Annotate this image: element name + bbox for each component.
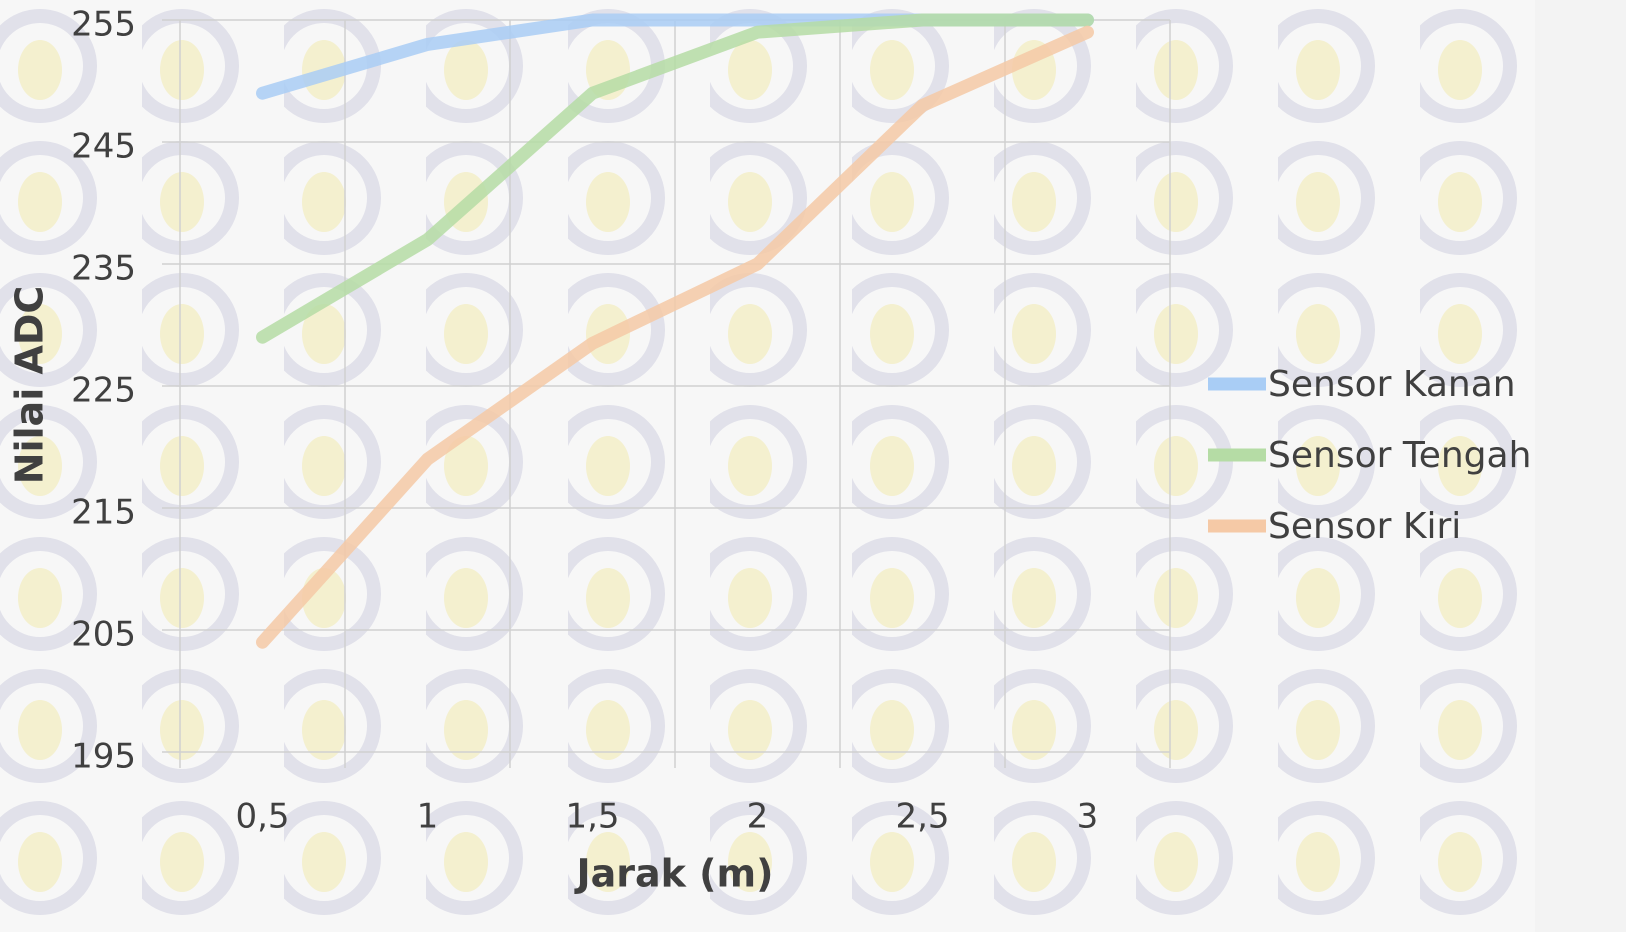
y-tick-label: 205 [71,615,136,655]
y-tick-label: 195 [71,737,136,777]
page: Jarak (m) Nilai ADC 195 205 215 225 235 245 25… [0,0,1626,932]
chart: Jarak (m) Nilai ADC 195 205 215 225 235 245 25… [0,0,1626,932]
x-tick-label: 2,5 [895,797,949,837]
y-tick-label: 235 [71,249,136,289]
y-tick-label: 255 [71,5,136,45]
y-tick-label: 225 [71,371,136,411]
x-tick-label: 1 [417,797,439,837]
legend-label: Sensor Kanan [1268,364,1516,405]
legend-label: Sensor Kiri [1268,506,1461,547]
y-tick-label: 215 [71,493,136,533]
legend-label: Sensor Tengah [1268,435,1531,476]
x-tick-label: 1,5 [565,797,619,837]
y-axis-title: Nilai ADC [8,286,52,485]
x-tick-label: 3 [1077,797,1099,837]
x-axis-title: Jarak (m) [574,852,774,896]
x-tick-label: 2 [747,797,769,837]
y-tick-label: 245 [71,127,136,167]
x-tick-label: 0,5 [235,797,289,837]
